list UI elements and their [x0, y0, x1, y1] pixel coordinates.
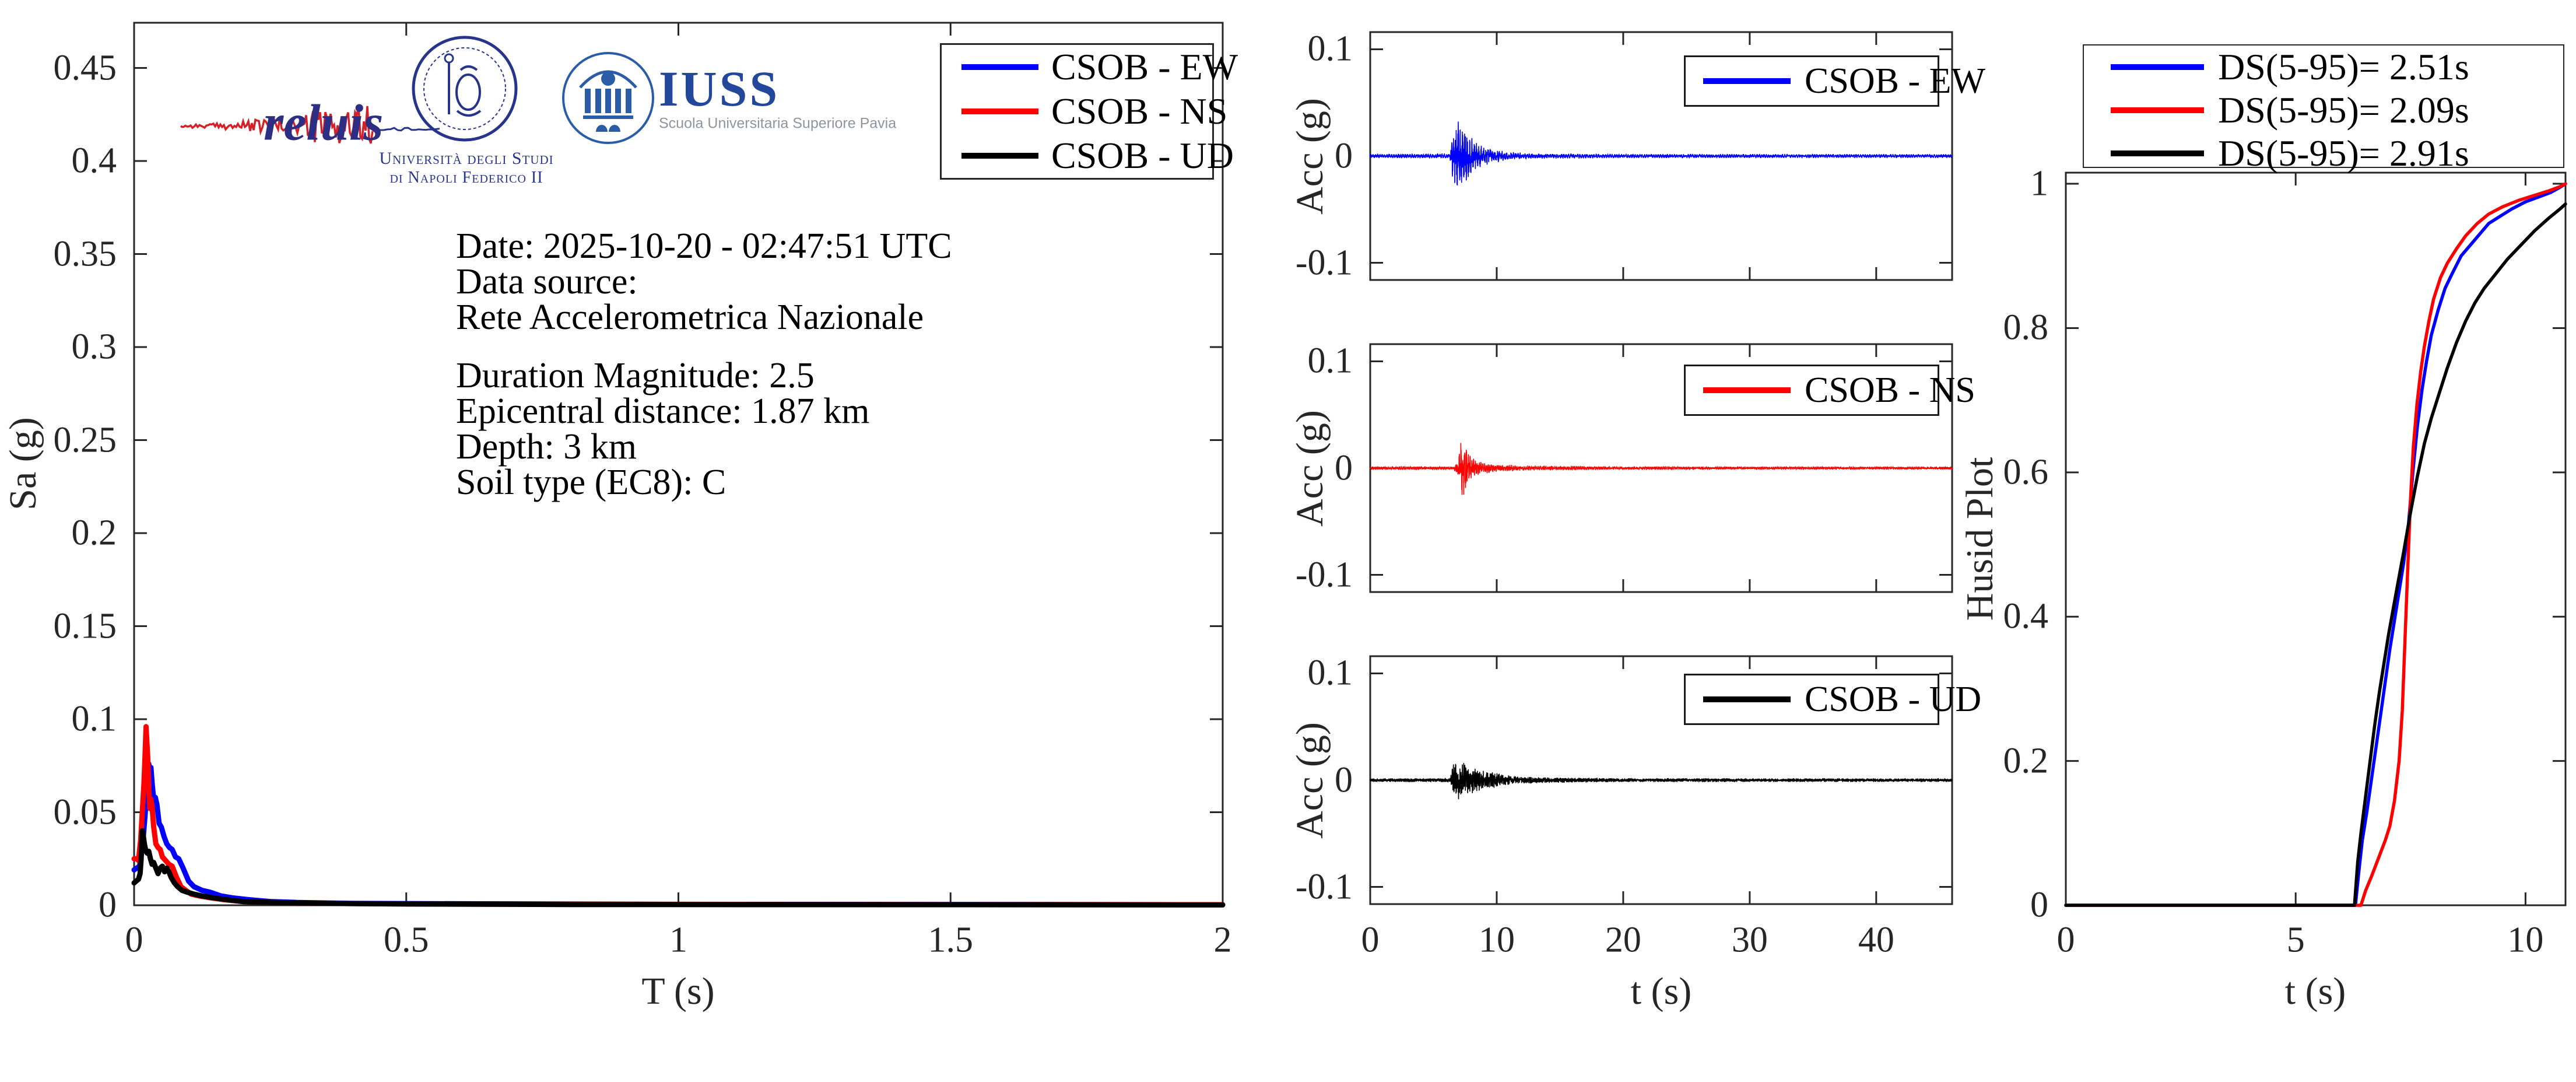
legend-label-ds-ew: DS(5-95)= 2.51s: [2218, 46, 2469, 87]
info-network: Rete Accelerometrica Nazionale: [456, 297, 924, 337]
acc-ew-ylabel: Acc (g): [1289, 98, 1331, 215]
tick-label: 0: [1335, 136, 1353, 176]
tick-label: 0.45: [53, 48, 117, 88]
tick-label: 10: [2507, 920, 2544, 960]
tick-label: 0.4: [2003, 596, 2049, 636]
acc-ud-ylabel: Acc (g): [1289, 722, 1331, 839]
acc-ns-ylabel: Acc (g): [1289, 410, 1331, 527]
husid-ylabel: Husid Plot: [1959, 457, 2001, 621]
tick-label: 1: [2030, 163, 2048, 204]
acc-xlabel: t (s): [1630, 970, 1692, 1013]
tick-label: 0: [1335, 760, 1353, 800]
legend-row-ew: CSOB - EW: [961, 45, 1238, 89]
info-depth: Depth: 3 km: [456, 427, 637, 467]
acc-ns-legend: CSOB - NS: [1684, 365, 1975, 416]
iuss-logo-acronym: IUSS: [659, 61, 780, 117]
unina-logo-text-line2: di Napoli Federico II: [389, 169, 543, 187]
legend-row: CSOB - NS: [1703, 370, 1975, 411]
husid-legend: DS(5-95)= 2.51s DS(5-95)= 2.09s DS(5-95)…: [2083, 44, 2564, 174]
info-data-source: Data source:: [456, 262, 638, 302]
acc-ew-legend: CSOB - EW: [1684, 55, 1985, 107]
tick-label: 2: [1213, 920, 1232, 960]
spectrum-xlabel: T (s): [641, 970, 715, 1013]
tick-label: 0.5: [384, 920, 429, 960]
spectrum-legend: CSOB - EW CSOB - NS CSOB - UD: [940, 43, 1238, 180]
tick-label: 0: [2030, 885, 2048, 925]
tick-label: 20: [1605, 920, 1641, 960]
ud-line-sample: [1703, 696, 1791, 702]
legend-row-ds-ew: DS(5-95)= 2.51s: [2111, 45, 2563, 89]
tick-label: 0.1: [1307, 653, 1353, 693]
ns-line-sample: [1703, 387, 1791, 393]
tick-label: 0.25: [53, 420, 117, 460]
ud-line-sample: [2111, 150, 2204, 156]
husid-xlabel: t (s): [2284, 970, 2346, 1013]
tick-label: 1.5: [928, 920, 974, 960]
legend-label: CSOB - NS: [1805, 370, 1975, 410]
tick-label: 0: [99, 885, 117, 925]
tick-label: 0.8: [2003, 307, 2049, 348]
legend-row-ds-ns: DS(5-95)= 2.09s: [2111, 89, 2563, 132]
tick-label: -0.1: [1295, 243, 1353, 283]
reluis-logo-wordmark: reluis: [264, 94, 384, 152]
tick-label: 0.3: [71, 327, 117, 367]
tick-label: 0: [1335, 448, 1353, 488]
tick-label: 0.2: [2003, 741, 2049, 781]
acc-ud-legend: CSOB - UD: [1684, 674, 1981, 725]
tick-label: 5: [2286, 920, 2305, 960]
tick-label: 0: [1361, 920, 1380, 960]
ew-line-sample: [1703, 78, 1791, 84]
legend-row: CSOB - EW: [1703, 61, 1985, 102]
info-date: Date: 2025-10-20 - 02:47:51 UTC: [456, 226, 952, 266]
tick-label: 0.4: [71, 141, 117, 181]
tick-label: 0.05: [53, 792, 117, 832]
tick-label: 1: [669, 920, 687, 960]
ew-line-sample: [2111, 64, 2204, 70]
tick-label: 0.15: [53, 606, 117, 646]
tick-label: 0.1: [1307, 29, 1353, 69]
iuss-logo-subtitle: Scuola Universitaria Superiore Pavia: [659, 115, 897, 132]
tick-label: -0.1: [1295, 867, 1353, 907]
legend-label-ds-ud: DS(5-95)= 2.91s: [2218, 132, 2469, 174]
tick-label: 0: [125, 920, 143, 960]
legend-label-ns: CSOB - NS: [1051, 90, 1228, 132]
tick-label: 40: [1858, 920, 1894, 960]
ns-line-sample: [961, 108, 1038, 114]
tick-label: 0.35: [53, 234, 117, 274]
legend-row: CSOB - UD: [1703, 679, 1981, 720]
ew-line-sample: [961, 64, 1038, 70]
ud-line-sample: [961, 153, 1038, 159]
legend-label-ew: CSOB - EW: [1051, 46, 1238, 87]
legend-label-ud: CSOB - UD: [1051, 135, 1234, 176]
info-epicentral-distance: Epicentral distance: 1.87 km: [456, 391, 870, 431]
legend-row-ns: CSOB - NS: [961, 90, 1227, 133]
unina-logo-text-line1: Università degli Studi: [379, 149, 554, 168]
tick-label: 0.1: [71, 699, 117, 739]
tick-label: 0.6: [2003, 452, 2049, 492]
legend-label: CSOB - EW: [1805, 61, 1985, 101]
tick-label: 30: [1731, 920, 1768, 960]
spectrum-ylabel: Sa (g): [2, 417, 44, 510]
tick-label: -0.1: [1295, 555, 1353, 595]
info-soil-type: Soil type (EC8): C: [456, 463, 727, 502]
legend-label-ds-ns: DS(5-95)= 2.09s: [2218, 89, 2469, 131]
info-magnitude: Duration Magnitude: 2.5: [456, 356, 815, 395]
tick-label: 10: [1478, 920, 1515, 960]
ns-line-sample: [2111, 107, 2204, 113]
tick-label: 0: [2056, 920, 2075, 960]
tick-label: 0.2: [71, 513, 117, 553]
legend-label: CSOB - UD: [1805, 679, 1982, 719]
tick-label: 0.1: [1307, 341, 1353, 381]
legend-row-ud: CSOB - UD: [961, 134, 1234, 177]
legend-row-ds-ud: DS(5-95)= 2.91s: [2111, 132, 2563, 175]
event-info-block: Date: 2025-10-20 - 02:47:51 UTC Data sou…: [456, 226, 952, 502]
